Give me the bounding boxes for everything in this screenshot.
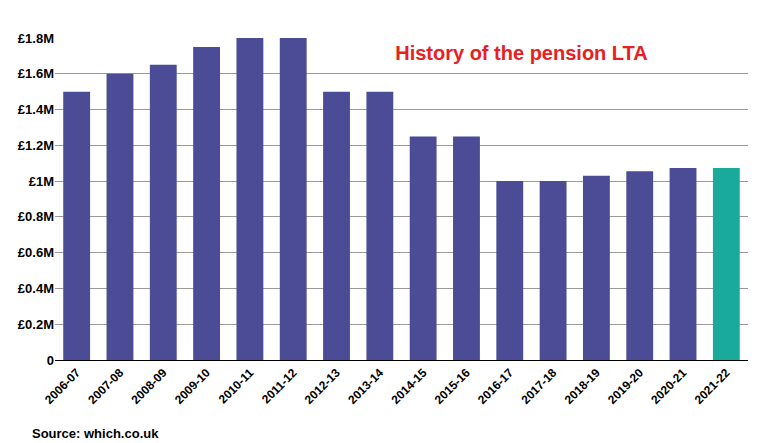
svg-text:2014-15: 2014-15 bbox=[388, 366, 429, 407]
svg-text:2007-08: 2007-08 bbox=[85, 366, 126, 407]
svg-text:2012-13: 2012-13 bbox=[302, 366, 343, 407]
svg-text:2019-20: 2019-20 bbox=[605, 366, 646, 407]
svg-text:£0.2M: £0.2M bbox=[18, 317, 54, 332]
svg-text:2016-17: 2016-17 bbox=[475, 366, 516, 407]
svg-text:£0.8M: £0.8M bbox=[18, 209, 54, 224]
svg-text:£0.6M: £0.6M bbox=[18, 245, 54, 260]
svg-text:2018-19: 2018-19 bbox=[562, 366, 603, 407]
svg-text:2017-18: 2017-18 bbox=[518, 366, 559, 407]
svg-text:2015-16: 2015-16 bbox=[432, 366, 473, 407]
svg-text:Source: which.co.uk: Source: which.co.uk bbox=[32, 426, 159, 441]
svg-text:2013-14: 2013-14 bbox=[345, 366, 386, 407]
svg-text:2006-07: 2006-07 bbox=[42, 366, 83, 407]
svg-text:2009-10: 2009-10 bbox=[172, 366, 213, 407]
svg-text:0: 0 bbox=[47, 353, 54, 368]
svg-text:£0.4M: £0.4M bbox=[18, 281, 54, 296]
svg-text:£1.2M: £1.2M bbox=[18, 138, 54, 153]
svg-text:2011-12: 2011-12 bbox=[259, 366, 300, 407]
svg-text:£1.8M: £1.8M bbox=[18, 31, 54, 46]
svg-text:£1.6M: £1.6M bbox=[18, 66, 54, 81]
svg-text:2020-21: 2020-21 bbox=[648, 366, 689, 407]
svg-text:History of the pension LTA: History of the pension LTA bbox=[395, 42, 648, 64]
svg-text:2008-09: 2008-09 bbox=[129, 366, 170, 407]
svg-text:£1.4M: £1.4M bbox=[18, 102, 54, 117]
svg-text:£1M: £1M bbox=[29, 174, 54, 189]
svg-text:2010-11: 2010-11 bbox=[216, 366, 257, 407]
svg-text:2021-22: 2021-22 bbox=[692, 366, 733, 407]
